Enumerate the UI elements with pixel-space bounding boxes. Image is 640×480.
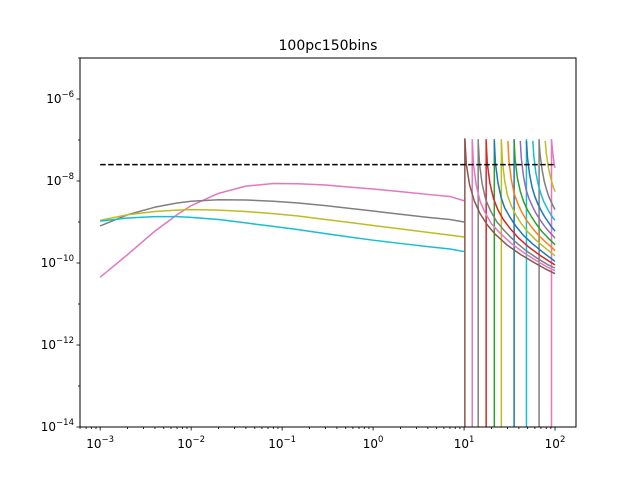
x-tick-label-1: 10−2 xyxy=(177,435,205,451)
plot-area xyxy=(79,57,577,428)
y-tick-label-1: 10−12 xyxy=(41,336,74,352)
y-tick-label-2: 10−10 xyxy=(41,254,74,270)
series-line-6 xyxy=(477,140,556,269)
series-line-3 xyxy=(100,215,465,253)
series-line-7 xyxy=(485,140,556,266)
series-line-2 xyxy=(100,208,465,238)
series-layer xyxy=(99,138,556,427)
y-axis: 10−14 10−12 10−10 10−8 10−6 xyxy=(41,57,80,434)
y-tick-label-0: 10−14 xyxy=(41,418,74,434)
series-line-15 xyxy=(538,140,556,211)
plot-frame xyxy=(79,57,577,428)
series-line-11 xyxy=(513,140,556,246)
x-tick-label-5: 102 xyxy=(545,435,566,451)
chart-title: 100pc150bins xyxy=(279,38,378,54)
series-line-16 xyxy=(544,140,556,192)
y-tick-label-3: 10−8 xyxy=(46,172,74,188)
x-tick-label-0: 10−3 xyxy=(86,435,114,451)
series-line-1 xyxy=(99,198,465,227)
y-tick-label-4: 10−6 xyxy=(46,90,74,106)
x-tick-label-3: 100 xyxy=(363,435,384,451)
series-line-13 xyxy=(525,140,556,232)
series-line-8 xyxy=(493,140,556,262)
series-line-4 xyxy=(464,138,556,275)
series-line-10 xyxy=(507,140,556,252)
x-tick-label-2: 10−1 xyxy=(268,435,296,451)
series-line-0 xyxy=(99,182,465,278)
series-line-14 xyxy=(532,140,556,221)
series-line-5 xyxy=(471,139,556,272)
series-line-9 xyxy=(500,140,556,257)
x-tick-label-4: 101 xyxy=(454,435,475,451)
series-line-12 xyxy=(519,140,556,239)
x-axis: 10−3 10−2 10−1 100 101 102 xyxy=(79,427,566,451)
series-line-17 xyxy=(550,139,556,168)
